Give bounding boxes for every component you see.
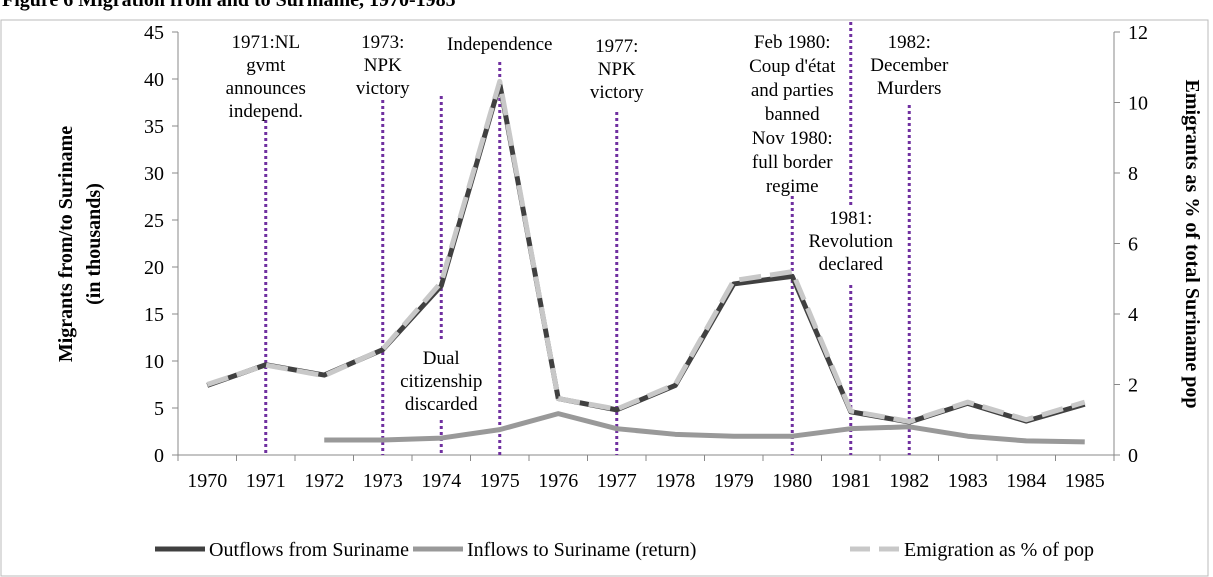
event-annotation: gvmt [246, 55, 286, 76]
x-tick-label: 1973 [363, 470, 403, 492]
legend-label: Outflows from Suriname [209, 539, 409, 561]
event-annotation: Feb 1980: [754, 32, 831, 53]
y-tick-label: 10 [144, 351, 164, 373]
y-tick-label: 15 [144, 304, 164, 326]
y2-tick-label: 10 [1128, 93, 1148, 115]
y-tick-label: 5 [154, 398, 164, 420]
event-annotation: Coup d'état [749, 56, 836, 77]
event-annotation: citizenship [400, 371, 482, 392]
event-annotation: full border [752, 152, 833, 173]
chart-title: Figure 6 Migration from and to Suriname,… [2, 0, 456, 11]
x-tick-label: 1981 [831, 470, 871, 492]
x-tick-label: 1979 [714, 470, 754, 492]
y-tick-label: 35 [144, 116, 164, 138]
y2-axis-label: Emigrants as % of total Suriname pop [1181, 80, 1203, 409]
x-tick-label: 1985 [1065, 470, 1105, 492]
series-line [324, 411, 1085, 445]
event-annotation: Murders [877, 78, 941, 99]
event-annotation: independ. [229, 101, 303, 122]
x-tick-label: 1982 [889, 470, 929, 492]
event-annotation: Independence [447, 34, 553, 55]
event-annotation: regime [766, 176, 819, 197]
event-annotation: Nov 1980: [752, 128, 833, 149]
event-annotation: discarded [405, 394, 478, 415]
y-tick-label: 45 [144, 22, 164, 44]
x-tick-label: 1978 [655, 470, 695, 492]
x-tick-label: 1971 [246, 470, 286, 492]
event-annotation: banned [765, 104, 820, 125]
y-tick-label: 30 [144, 163, 164, 185]
event-annotation: victory [356, 78, 410, 99]
y2-tick-label: 4 [1128, 304, 1138, 326]
y-tick-label: 25 [144, 210, 164, 232]
x-tick-label: 1974 [421, 470, 461, 492]
x-tick-label: 1970 [187, 470, 227, 492]
y-tick-label: 40 [144, 69, 164, 91]
y2-tick-label: 12 [1128, 22, 1148, 44]
y2-tick-label: 0 [1128, 445, 1138, 467]
event-annotation: 1971:NL [231, 32, 300, 53]
event-annotation: Dual [423, 348, 460, 369]
event-annotation: 1981: [829, 208, 872, 229]
x-tick-label: 1980 [772, 470, 812, 492]
x-tick-label: 1984 [1006, 470, 1046, 492]
event-annotation: declared [819, 254, 884, 275]
event-annotation: 1982: [888, 32, 931, 53]
y-tick-label: 20 [144, 257, 164, 279]
event-annotation: 1977: [595, 36, 638, 57]
y2-tick-label: 6 [1128, 234, 1138, 256]
x-tick-label: 1977 [597, 470, 637, 492]
x-tick-label: 1976 [538, 470, 578, 492]
event-annotation: victory [590, 82, 644, 103]
x-tick-label: 1972 [304, 470, 344, 492]
legend-label: Emigration as % of pop [904, 539, 1094, 561]
y2-tick-label: 2 [1128, 375, 1138, 397]
series-line [206, 78, 1086, 425]
y-axis-label: Migrants from/to Suriname [55, 126, 77, 362]
legend-label: Inflows to Suriname (return) [467, 539, 696, 561]
event-annotation: December [870, 55, 949, 76]
chart-frame [0, 19, 1209, 577]
y-axis-label: (in thousands) [83, 183, 105, 305]
event-annotation: Revolution [809, 231, 894, 252]
x-tick-label: 1975 [480, 470, 520, 492]
x-tick-label: 1983 [948, 470, 988, 492]
y-tick-label: 0 [154, 445, 164, 467]
event-annotation: NPK [598, 59, 636, 80]
event-annotation: NPK [364, 55, 402, 76]
event-annotation: 1973: [361, 32, 404, 53]
event-annotation: announces [226, 78, 306, 99]
event-annotation: and parties [751, 80, 834, 101]
y2-tick-label: 8 [1128, 163, 1138, 185]
